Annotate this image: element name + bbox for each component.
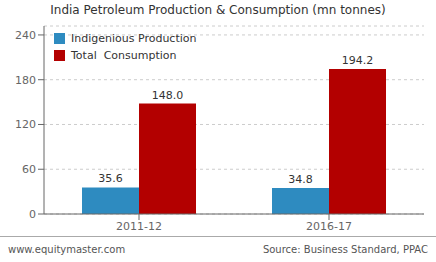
svg-text:34.8: 34.8 [288, 173, 313, 186]
svg-text:148.0: 148.0 [152, 89, 184, 102]
svg-text:194.2: 194.2 [342, 54, 374, 67]
svg-text:180: 180 [15, 74, 36, 87]
svg-text:0: 0 [29, 208, 36, 221]
svg-text:2016-17: 2016-17 [306, 220, 352, 233]
html-text:www.equitymaster.com: www.equitymaster.com [8, 244, 126, 255]
svg-text:240: 240 [15, 29, 36, 42]
svg-text:120: 120 [15, 118, 36, 131]
html-text:Source: Business Standard, PPA: Source: Business Standard, PPAC [262, 244, 428, 255]
svg-text:2011-12: 2011-12 [116, 220, 162, 233]
html-text:India Petroleum Production & C: India Petroleum Production & Consumption… [50, 3, 386, 17]
html-text:Total Consumption: Total Consumption [71, 49, 177, 62]
html-text:Indigenious Production: Indigenious Production [71, 32, 197, 45]
svg-text:60: 60 [22, 163, 36, 176]
svg-text:35.6: 35.6 [98, 172, 123, 185]
